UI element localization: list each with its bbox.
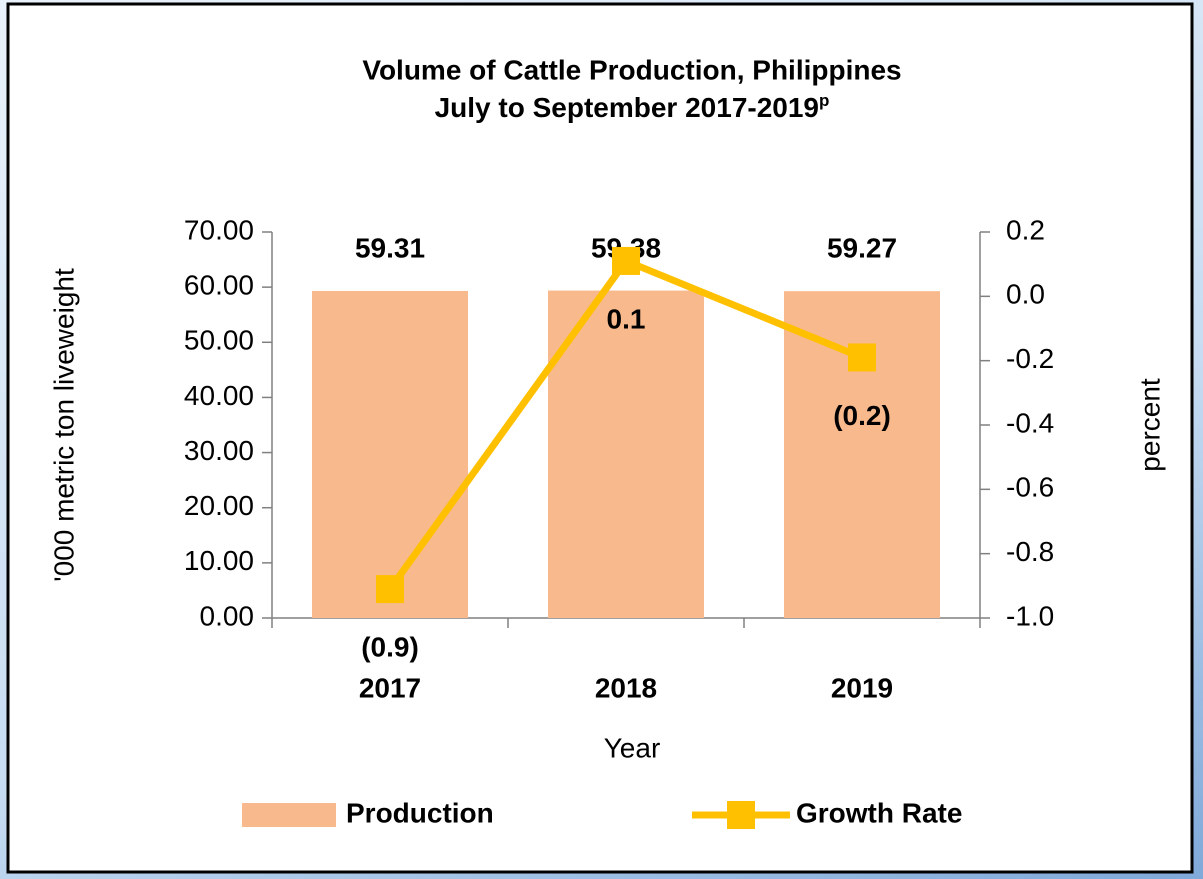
y2-tick-label: -0.6: [1006, 472, 1054, 503]
y-tick-label: 10.00: [184, 545, 254, 576]
x-tick-label: 2017: [359, 672, 421, 703]
x-tick-label: 2018: [595, 672, 657, 703]
line-marker: [376, 575, 404, 604]
bar-value-label: 59.27: [827, 232, 897, 263]
line-marker: [848, 343, 876, 372]
line-value-label: 0.1: [607, 303, 646, 334]
y2-tick-label: -0.8: [1006, 536, 1054, 567]
x-tick-label: 2019: [831, 672, 893, 703]
y-tick-label: 60.00: [184, 270, 254, 301]
y2-tick-label: -0.2: [1006, 343, 1054, 374]
y-tick-label: 70.00: [184, 214, 254, 245]
y-tick-label: 20.00: [184, 490, 254, 521]
y-tick-label: 30.00: [184, 435, 254, 466]
chart-subtitle: July to September 2017-2019p: [435, 91, 830, 123]
x-axis-label: Year: [604, 732, 661, 763]
subtitle-superscript: p: [819, 91, 829, 110]
y-axis-label: '000 metric ton liveweight: [48, 268, 79, 582]
legend-label: Production: [346, 797, 494, 828]
y2-tick-label: 0.0: [1006, 279, 1045, 310]
line-value-label: (0.2): [833, 400, 891, 431]
y-tick-label: 40.00: [184, 380, 254, 411]
legend-marker: [727, 801, 755, 829]
y2-tick-label: 0.2: [1006, 214, 1045, 245]
line-marker: [612, 246, 640, 275]
bar: [312, 290, 468, 618]
legend-swatch: [242, 803, 336, 827]
y2-tick-label: -0.4: [1006, 407, 1054, 438]
y-tick-label: 0.00: [200, 600, 255, 631]
legend-label: Growth Rate: [796, 797, 962, 828]
chart-title: Volume of Cattle Production, Philippines: [362, 54, 901, 85]
bar-value-label: 59.31: [355, 232, 425, 263]
line-value-label: (0.9): [361, 631, 419, 662]
y2-tick-label: -1.0: [1006, 600, 1054, 631]
y-tick-label: 50.00: [184, 325, 254, 356]
bar: [784, 291, 940, 618]
y2-axis-label: percent: [1134, 378, 1165, 472]
bar: [548, 290, 704, 618]
subtitle-text: July to September 2017-2019: [435, 92, 819, 123]
